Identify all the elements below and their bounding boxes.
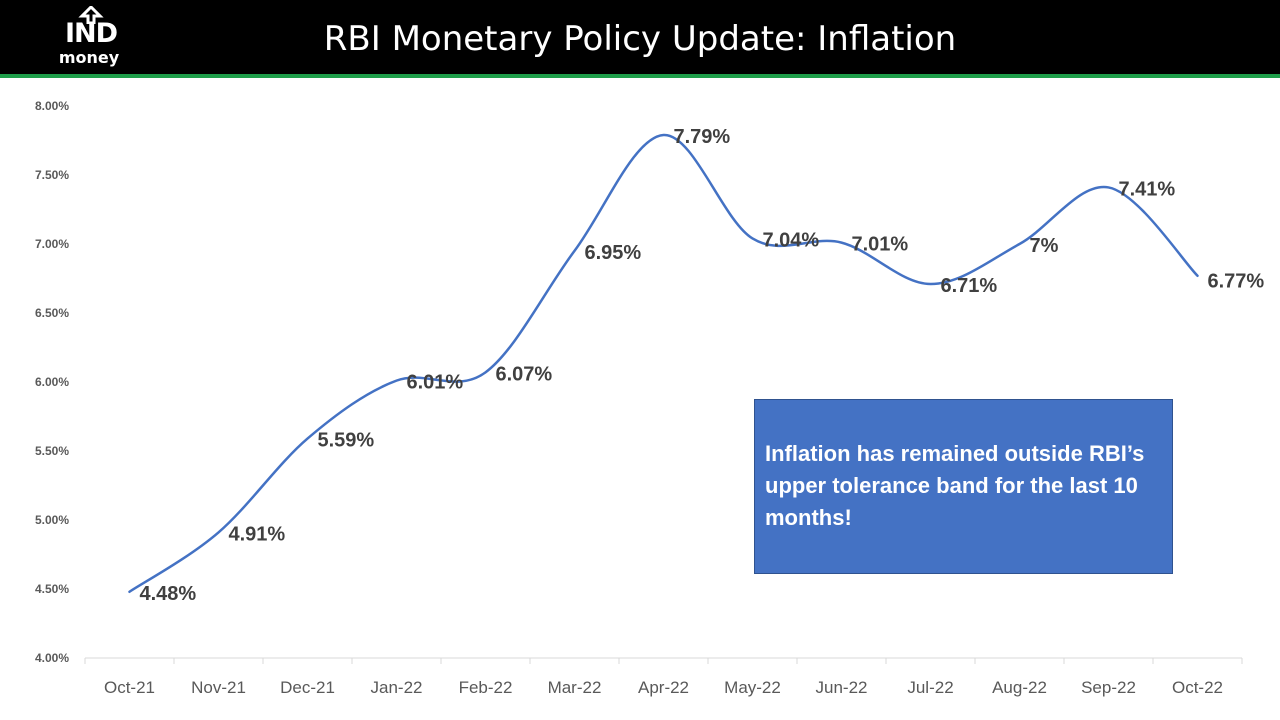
data-label: 7.04% [763,229,820,251]
x-tick-label: Mar-22 [548,678,602,697]
x-tick-label: Dec-21 [280,678,335,697]
x-tick-label: Jun-22 [816,678,868,697]
data-label: 4.48% [140,583,197,605]
x-tick-label: Aug-22 [992,678,1047,697]
data-label: 7.41% [1119,178,1176,200]
up-arrow-icon [78,6,104,24]
x-axis: Oct-21 Nov-21 Dec-21 Jan-22 Feb-22 Mar-22 Apr-… [84,658,1243,697]
y-tick-label: 4.00% [35,651,69,665]
data-label: 5.59% [318,430,375,452]
y-tick-label: 7.00% [35,237,69,251]
data-label: 4.91% [229,523,286,545]
y-axis: 4.00% 4.50% 5.00% 5.50% 6.00% 6.50% 7.00% 7.50%… [35,99,69,665]
logo-wordmark: IND [64,18,118,49]
data-labels: 4.48% 4.91% 5.59% 6.01% 6.07% 6.95% 7.79% 7.04%… [140,126,1265,605]
inflation-line-chart: 4.00% 4.50% 5.00% 5.50% 6.00% 6.50% 7.00% 7.50%… [35,99,1265,697]
data-label: 7.79% [674,126,731,148]
y-tick-label: 7.50% [35,168,69,182]
y-tick-label: 8.00% [35,99,69,113]
callout-text: Inflation has remained outside RBI’s upp… [765,441,1145,530]
data-label: 6.95% [585,242,642,264]
x-tick-label: Nov-21 [191,678,246,697]
y-tick-label: 5.50% [35,444,69,458]
callout-box: Inflation has remained outside RBI’s upp… [754,399,1173,574]
x-tick-label: May-22 [724,678,781,697]
data-label: 6.01% [407,372,464,394]
y-tick-label: 6.50% [35,306,69,320]
y-tick-label: 5.00% [35,513,69,527]
data-label: 7% [1030,235,1059,257]
data-label: 7.01% [852,234,909,256]
x-tick-label: Apr-22 [638,678,689,697]
x-tick-label: Sep-22 [1081,678,1136,697]
data-label: 6.07% [496,363,553,385]
x-tick-label: Feb-22 [459,678,513,697]
logo-subtext: money [58,48,120,67]
x-tick-label: Oct-21 [104,678,155,697]
x-tick-label: Jul-22 [907,678,953,697]
data-label: 6.77% [1208,271,1265,293]
data-label: 6.71% [941,275,998,297]
inflation-series-line [128,133,1199,594]
y-tick-label: 6.00% [35,375,69,389]
x-tick-label: Jan-22 [371,678,423,697]
header-bar: IND money RBI Monetary Policy Update: In… [0,0,1280,74]
page-title: RBI Monetary Policy Update: Inflation [323,19,957,59]
header-accent-strip [0,74,1280,78]
y-tick-label: 4.50% [35,582,69,596]
indmoney-logo: IND money [56,6,126,70]
x-tick-label: Oct-22 [1172,678,1223,697]
